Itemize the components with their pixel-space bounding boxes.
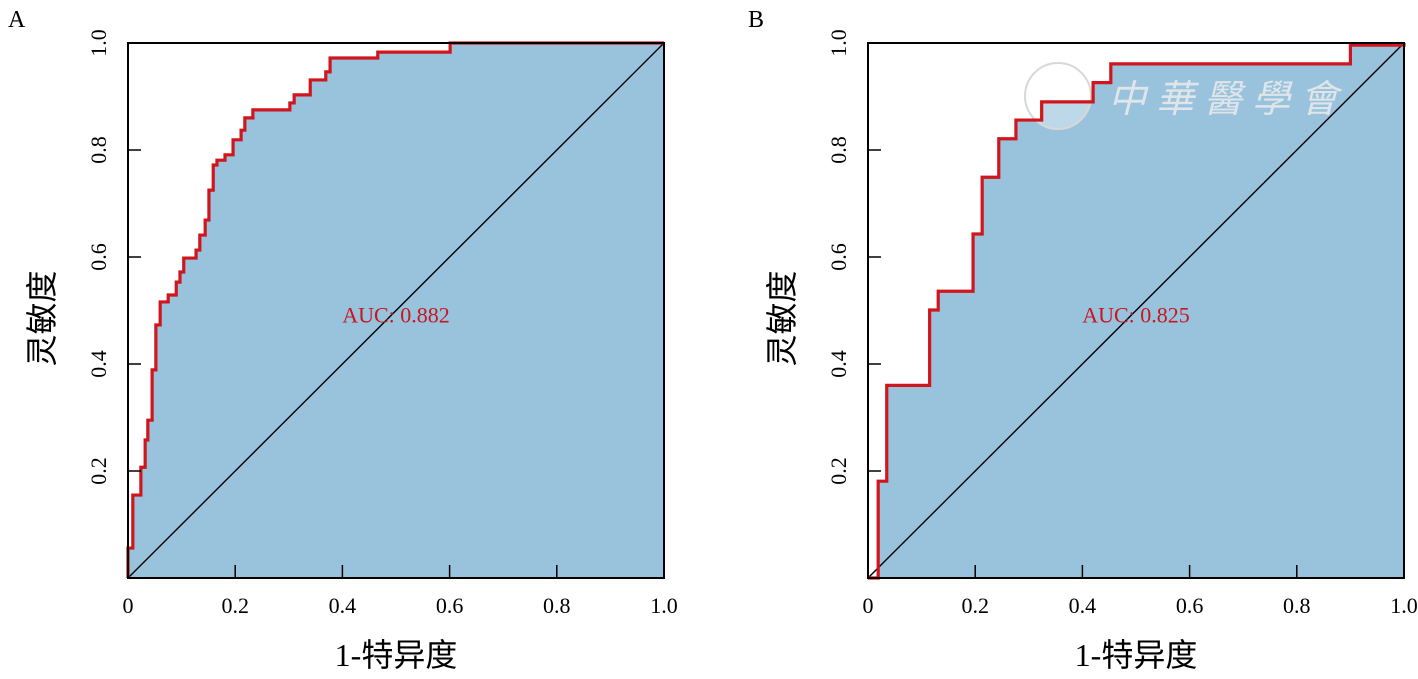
- reference-diagonal: [867, 42, 1405, 579]
- y-tick-label: 0.4: [826, 350, 851, 378]
- y-tick-label: 0.8: [86, 136, 111, 164]
- roc-curve: [126, 41, 664, 578]
- x-tick-label: 0.4: [329, 593, 357, 618]
- x-tick-label: 0.8: [543, 593, 571, 618]
- roc-curve: [868, 43, 1406, 580]
- reference-diagonal: [127, 42, 665, 579]
- x-tick-label: 0: [863, 593, 874, 618]
- panel-label: B: [748, 7, 764, 33]
- y-axis-label: 灵敏度: [24, 270, 60, 366]
- y-tick-label: 0.8: [826, 136, 851, 164]
- x-tick-label: 0.2: [961, 593, 989, 618]
- x-tick-label: 0.2: [221, 593, 249, 618]
- x-tick-label: 1.0: [650, 593, 678, 618]
- x-tick-label: 0.4: [1069, 593, 1097, 618]
- x-tick-label: 0.8: [1283, 593, 1311, 618]
- x-axis-label: 1-特异度: [335, 637, 458, 673]
- x-tick-label: 1.0: [1390, 593, 1418, 618]
- panel-label: A: [8, 7, 26, 33]
- y-tick-label: 0.4: [86, 350, 111, 378]
- y-tick-label: 0.6: [826, 243, 851, 271]
- roc-panel-a: A 0 0.2 0.4 0.6 0.8 1.0 0.2 0.4 0.6 0.8 1.0 1-特异度 灵敏度…: [8, 7, 678, 673]
- y-axis-label: 灵敏度: [764, 270, 800, 366]
- x-tick-label: 0.6: [436, 593, 464, 618]
- auc-annotation: AUC: 0.825: [1082, 302, 1190, 327]
- y-tick-label: 0.6: [86, 243, 111, 271]
- auc-annotation: AUC: 0.882: [342, 302, 450, 327]
- roc-panel-b: B 中華醫學會 0 0.2 0.4 0.6 0.8 1.0 0.2 0.4 0.6 0.8 1.0 1-特…: [748, 7, 1418, 673]
- x-axis-label: 1-特异度: [1075, 637, 1198, 673]
- y-tick-label: 1.0: [86, 29, 111, 57]
- plot-frame: [127, 42, 665, 579]
- x-tick-label: 0.6: [1176, 593, 1204, 618]
- x-tick-label: 0: [123, 593, 134, 618]
- y-tick-label: 0.2: [826, 457, 851, 485]
- plot-frame: [867, 42, 1405, 579]
- y-tick-label: 0.2: [86, 457, 111, 485]
- watermark-text: 中華醫學會: [1108, 79, 1348, 121]
- y-tick-label: 1.0: [826, 29, 851, 57]
